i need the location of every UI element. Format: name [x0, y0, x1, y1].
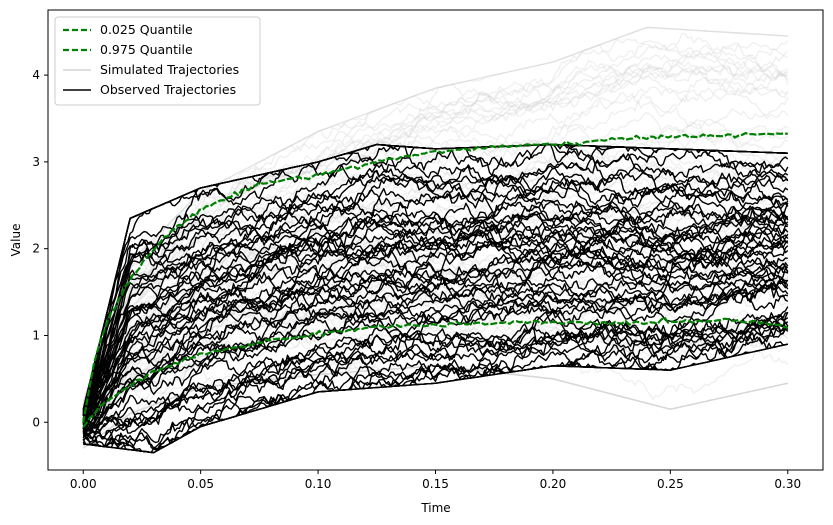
simulated-trajectory-line — [82, 259, 789, 431]
observed-trajectory-line — [83, 325, 789, 449]
simulated-trajectory-line — [82, 162, 789, 421]
x-tick-label: 0.05 — [187, 477, 214, 491]
simulated-trajectory-line — [82, 204, 789, 428]
y-tick-label: 1 — [32, 328, 40, 342]
simulated-trajectory-line — [82, 26, 788, 401]
observed-trajectory-line — [82, 199, 789, 422]
simulated-trajectory-line — [82, 118, 788, 417]
simulated-trajectory-line — [83, 357, 788, 448]
simulated-trajectory-line — [82, 280, 789, 434]
observed-trajectory-line — [82, 260, 789, 433]
observed-trajectory-line — [82, 212, 789, 417]
legend-label-simulated: Simulated Trajectories — [100, 62, 239, 77]
simulated-trajectory-line — [82, 111, 789, 408]
observed-trajectory-line — [82, 200, 788, 422]
simulated-trajectory-line — [82, 32, 789, 406]
y-axis: 0 1 2 3 4 — [32, 68, 48, 429]
x-axis-label: Time — [420, 501, 450, 515]
simulated-trajectory-line — [82, 38, 789, 413]
x-tick-label: 0.00 — [70, 477, 97, 491]
observed-trajectory-line — [82, 163, 788, 415]
observed-trajectory-line — [82, 193, 789, 425]
x-tick-label: 0.25 — [657, 477, 684, 491]
observed-trajectory-line — [82, 238, 789, 425]
y-tick-label: 2 — [32, 242, 40, 256]
x-tick-label: 0.10 — [305, 477, 332, 491]
observed-trajectory-line — [82, 143, 788, 411]
quantile-lines — [82, 132, 789, 429]
simulated-trajectory-line — [82, 287, 789, 435]
simulated-trajectory-line — [82, 26, 788, 404]
simulated-trajectory-line — [82, 254, 789, 435]
simulated-trajectory-line — [83, 321, 789, 435]
x-tick-label: 0.15 — [422, 477, 449, 491]
observed-trajectory-line — [82, 321, 789, 451]
observed-trajectory-line — [82, 218, 789, 423]
legend-label-observed: Observed Trajectories — [100, 82, 236, 97]
simulated-trajectory-line — [82, 65, 788, 414]
simulated-trajectory-line — [82, 85, 789, 410]
simulated-trajectory-line — [82, 260, 789, 435]
observed-trajectory-line — [82, 167, 789, 421]
observed-trajectories — [82, 143, 789, 454]
legend: 0.025 Quantile 0.975 Quantile Simulated … — [54, 16, 261, 106]
observed-trajectory-line — [82, 181, 789, 419]
quantile-high-line — [82, 132, 788, 424]
y-tick-label: 3 — [32, 155, 40, 169]
y-axis-label: Value — [9, 224, 23, 257]
x-tick-label: 0.30 — [774, 477, 801, 491]
y-tick-label: 4 — [32, 68, 40, 82]
observed-trajectory-line — [83, 328, 789, 454]
y-tick-label: 0 — [32, 415, 40, 429]
observed-trajectory-line — [82, 311, 789, 446]
observed-trajectory-line — [82, 266, 788, 426]
observed-trajectory-line — [82, 232, 788, 430]
observed-trajectory-line — [82, 153, 789, 416]
observed-trajectory-line — [82, 223, 789, 426]
observed-trajectory-line — [82, 318, 789, 432]
x-axis: 0.00 0.05 0.10 0.15 0.20 0.25 0.30 — [70, 470, 801, 491]
quantile-low-line — [82, 316, 789, 429]
legend-label-quantile-high: 0.975 Quantile — [100, 42, 193, 57]
observed-trajectory-line — [82, 209, 788, 430]
legend-label-quantile-low: 0.025 Quantile — [100, 22, 193, 37]
legend-box — [54, 16, 261, 106]
simulated-trajectory-line — [82, 26, 788, 406]
observed-trajectory-line — [82, 271, 789, 430]
observed-trajectory-line — [82, 233, 789, 423]
observed-trajectory-line — [83, 282, 789, 432]
x-tick-label: 0.20 — [540, 477, 567, 491]
